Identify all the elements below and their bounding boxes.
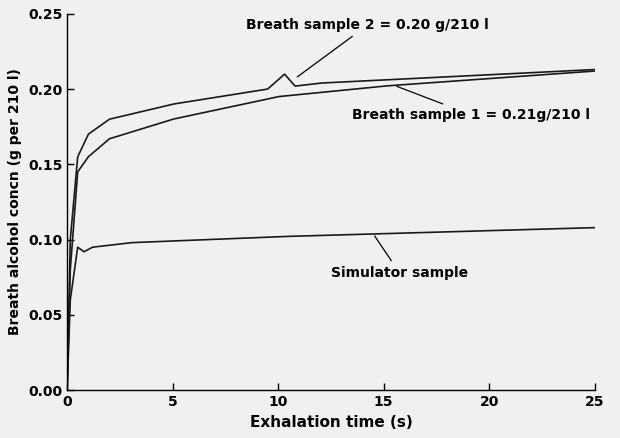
X-axis label: Exhalation time (s): Exhalation time (s) <box>249 415 412 430</box>
Text: Breath sample 1 = 0.21g/210 l: Breath sample 1 = 0.21g/210 l <box>352 86 590 122</box>
Text: Breath sample 2 = 0.20 g/210 l: Breath sample 2 = 0.20 g/210 l <box>247 18 489 77</box>
Text: Simulator sample: Simulator sample <box>331 236 468 280</box>
Y-axis label: Breath alcohol concn (g per 210 l): Breath alcohol concn (g per 210 l) <box>8 69 22 336</box>
